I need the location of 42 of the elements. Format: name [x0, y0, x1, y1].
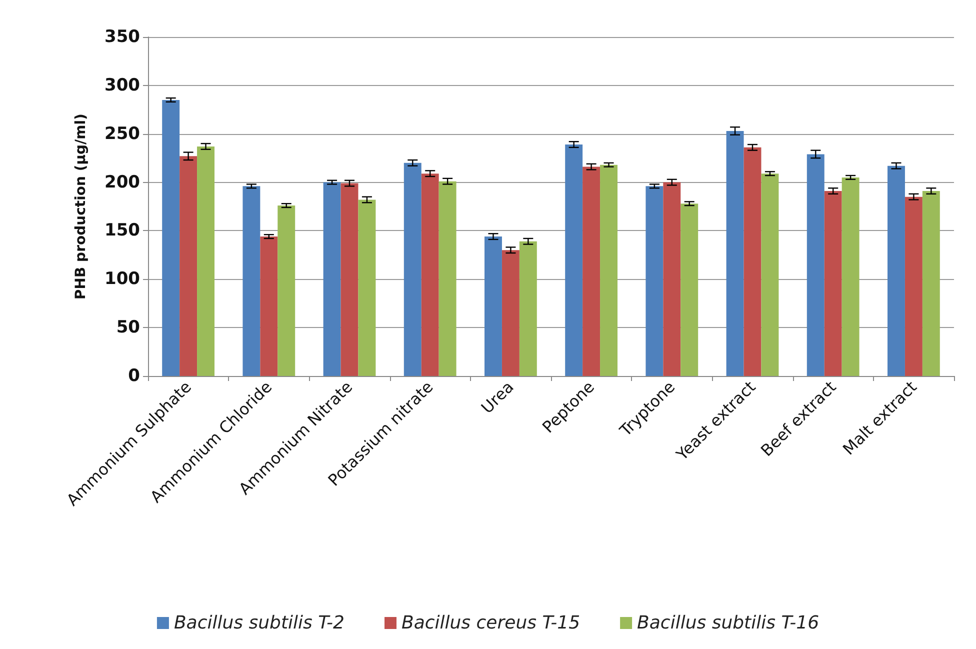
bar: [842, 177, 860, 376]
legend-label: Bacillus cereus T-15: [401, 612, 580, 634]
bar: [726, 130, 744, 376]
legend-label: Bacillus subtilis T-16: [637, 612, 820, 634]
bar: [260, 236, 278, 376]
y-tick-label: 200: [104, 172, 140, 192]
bar: [358, 200, 376, 376]
bar: [278, 206, 296, 376]
bar: [646, 186, 664, 376]
bar: [519, 241, 537, 376]
bar: [502, 250, 520, 376]
y-tick-label: 300: [104, 75, 140, 96]
bar: [197, 146, 214, 376]
y-tick-label: 100: [104, 269, 140, 290]
legend-label: Bacillus subtilis T-2: [174, 612, 345, 634]
y-axis-title: PHB production (µg/ml): [73, 114, 89, 300]
bar: [824, 191, 842, 376]
y-tick-label: 0: [128, 366, 140, 386]
bar: [421, 174, 439, 376]
y-tick-label: 350: [104, 27, 140, 47]
bar: [162, 100, 180, 376]
bar: [806, 154, 824, 376]
bar: [904, 196, 922, 376]
bar: [323, 182, 341, 376]
bar: [565, 144, 583, 376]
bar: [582, 166, 600, 376]
bar: [404, 162, 422, 376]
bar: [663, 182, 681, 376]
bar: [438, 181, 456, 376]
bar: [180, 156, 198, 376]
y-tick-label: 250: [104, 124, 140, 144]
bar: [922, 191, 940, 376]
bar: [744, 147, 762, 376]
y-tick-label: 150: [104, 220, 140, 241]
y-tick-label: 50: [116, 318, 140, 338]
bar: [242, 186, 260, 376]
bar: [484, 236, 502, 376]
bar: [761, 174, 779, 376]
bar: [888, 166, 905, 376]
bar: [680, 204, 698, 376]
bar: [600, 164, 618, 376]
bar: [340, 183, 358, 376]
